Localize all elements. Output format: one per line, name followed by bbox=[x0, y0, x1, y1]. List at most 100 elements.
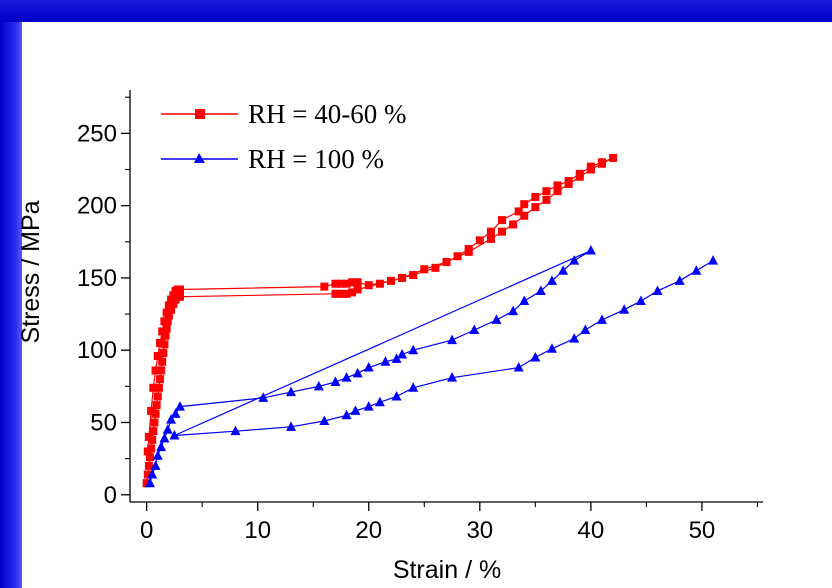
x-tick-label: 50 bbox=[689, 517, 716, 544]
data-point bbox=[353, 285, 362, 294]
data-point bbox=[331, 289, 340, 298]
data-point bbox=[342, 289, 351, 298]
data-point bbox=[142, 479, 151, 488]
data-point bbox=[350, 405, 361, 415]
data-point bbox=[519, 295, 530, 306]
legend-marker-triangle bbox=[194, 153, 205, 163]
data-point bbox=[158, 357, 167, 366]
data-point bbox=[564, 177, 573, 186]
data-point bbox=[337, 279, 345, 288]
data-point bbox=[258, 392, 269, 402]
data-point bbox=[542, 195, 551, 204]
data-point bbox=[151, 409, 160, 418]
data-point bbox=[153, 351, 162, 360]
data-point bbox=[342, 279, 351, 288]
data-point bbox=[553, 187, 562, 196]
data-point bbox=[154, 383, 163, 392]
data-point bbox=[147, 406, 156, 415]
y-axis-title: Stress / MPa bbox=[17, 200, 45, 343]
data-point bbox=[159, 432, 170, 443]
legend: RH = 40-60 % RH = 100 % bbox=[161, 99, 406, 174]
series-line bbox=[149, 249, 714, 484]
data-point bbox=[391, 390, 402, 401]
data-point bbox=[348, 288, 357, 297]
data-point bbox=[398, 273, 407, 282]
data-point bbox=[169, 299, 178, 308]
data-point bbox=[520, 200, 529, 209]
data-point bbox=[530, 351, 541, 362]
data-point bbox=[145, 453, 154, 462]
data-point bbox=[143, 447, 152, 456]
data-point bbox=[149, 427, 158, 436]
plot-area bbox=[142, 153, 719, 488]
data-point bbox=[580, 324, 591, 334]
data-point bbox=[708, 255, 719, 265]
data-point bbox=[153, 392, 162, 401]
data-point bbox=[374, 396, 385, 407]
data-point bbox=[169, 291, 178, 300]
y-tick-label: 200 bbox=[77, 193, 117, 220]
data-point bbox=[674, 275, 685, 285]
data-point bbox=[171, 286, 180, 295]
data-point bbox=[147, 469, 158, 479]
data-point bbox=[513, 362, 524, 372]
data-point bbox=[498, 227, 507, 236]
data-point bbox=[169, 430, 180, 440]
data-point bbox=[155, 338, 164, 347]
data-point bbox=[408, 344, 419, 355]
data-point bbox=[363, 362, 374, 372]
data-point bbox=[553, 181, 562, 190]
data-point bbox=[585, 244, 596, 255]
y-tick-label: 100 bbox=[77, 337, 117, 364]
data-point bbox=[166, 414, 177, 424]
data-point bbox=[157, 366, 166, 375]
data-point bbox=[575, 169, 584, 178]
data-point bbox=[547, 343, 557, 353]
y-tick-label: 150 bbox=[77, 265, 117, 292]
data-point bbox=[447, 334, 458, 345]
data-point bbox=[409, 271, 418, 280]
data-point bbox=[486, 227, 495, 236]
legend-label-rh-100: RH = 100 % bbox=[248, 144, 384, 174]
y-tick-label: 0 bbox=[104, 482, 117, 509]
data-point bbox=[380, 356, 391, 366]
data-point bbox=[442, 258, 451, 267]
data-point bbox=[156, 441, 167, 452]
tick-labels: 0 10 20 30 40 50 0 50 100 150 200 250 bbox=[77, 120, 715, 544]
data-point bbox=[542, 187, 551, 196]
data-point bbox=[150, 460, 161, 470]
data-point bbox=[341, 409, 352, 420]
data-point bbox=[175, 292, 184, 301]
data-point bbox=[174, 401, 185, 411]
data-point bbox=[152, 401, 161, 410]
data-point bbox=[386, 276, 395, 285]
data-point bbox=[391, 353, 402, 363]
chart-panel bbox=[22, 22, 832, 588]
data-point bbox=[337, 289, 345, 298]
data-point bbox=[475, 236, 484, 245]
data-point bbox=[149, 383, 158, 392]
data-point bbox=[691, 265, 702, 275]
data-point bbox=[635, 295, 646, 306]
data-point bbox=[162, 424, 173, 434]
data-point bbox=[320, 282, 329, 291]
data-point bbox=[164, 301, 173, 310]
y-tick-label: 50 bbox=[90, 409, 117, 436]
x-tick-label: 40 bbox=[578, 517, 605, 544]
data-point bbox=[331, 279, 340, 288]
data-point bbox=[652, 285, 663, 295]
data-point bbox=[159, 349, 168, 358]
data-point bbox=[531, 203, 540, 212]
x-axis-title: Strain / % bbox=[393, 556, 501, 584]
data-point bbox=[158, 327, 167, 336]
data-point bbox=[162, 308, 171, 317]
data-point bbox=[597, 158, 606, 167]
data-point bbox=[498, 216, 507, 225]
data-point bbox=[431, 263, 440, 272]
data-point bbox=[509, 220, 518, 229]
data-point bbox=[230, 425, 241, 436]
data-point bbox=[143, 470, 152, 479]
data-point bbox=[569, 333, 580, 343]
data-point bbox=[514, 207, 523, 216]
